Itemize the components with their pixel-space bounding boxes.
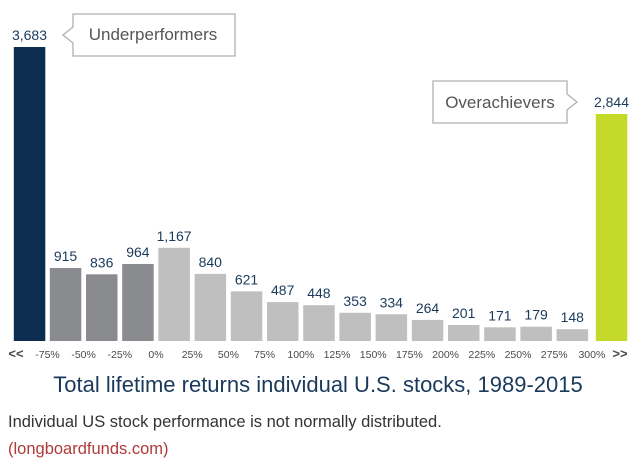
bar-value-label-2: 836 [90,254,114,270]
x-tick-labels-group: << -75% -50% -25% 0% 25% 50% 75% 100% 125% 150% 175… [8,346,628,361]
bar-0 [13,47,46,341]
x-tick-label-14: 250% [505,349,532,361]
bar-9 [339,312,371,341]
bar-11 [411,319,444,341]
bar-value-label-14: 179 [524,307,548,323]
bar-8 [303,305,335,341]
bar-1 [49,268,82,341]
bar-value-label-13: 171 [488,307,512,323]
bar-5 [194,273,227,341]
x-tick-label-1: -75% [35,349,60,361]
caption-text: Individual US stock performance is not n… [8,413,442,431]
x-tick-label-3: -25% [108,349,133,361]
bar-10 [375,314,408,341]
x-tick-label-0: << [8,346,24,361]
bar-value-label-12: 201 [452,305,476,321]
bar-value-label-8: 448 [307,285,331,301]
bar-7 [267,302,299,341]
bar-value-label-7: 487 [271,282,295,298]
bar-value-label-5: 840 [199,254,223,270]
bar-value-label-16: 2,844 [594,94,629,110]
bar-value-label-3: 964 [126,244,150,260]
bar-value-label-15: 148 [561,309,585,325]
x-tick-label-17: >> [612,346,628,361]
bar-value-label-9: 353 [343,293,367,309]
x-tick-label-10: 150% [360,349,387,361]
bar-value-label-0: 3,683 [12,27,47,43]
overachievers-callout: Overachievers [432,80,579,124]
x-tick-label-13: 225% [468,349,495,361]
underperformers-callout-box [61,13,236,57]
x-tick-label-16: 300% [578,349,605,361]
x-tick-label-7: 75% [254,349,275,361]
bar-3 [122,264,154,341]
bar-12 [448,325,480,341]
bar-chart: 3,683 915 836 964 1,167 840 621 487 448 353 334 264… [8,13,629,361]
bar-value-label-10: 334 [380,294,404,310]
x-tick-label-2: -50% [71,349,96,361]
value-labels-group: 3,683 915 836 964 1,167 840 621 487 448 353 334 264… [12,27,629,325]
bar-4 [158,247,190,341]
x-tick-label-6: 50% [218,349,239,361]
x-tick-label-4: 0% [148,349,163,361]
bar-2 [86,274,118,341]
overachievers-label: Overachievers [445,93,555,112]
bar-16 [595,114,628,341]
x-tick-label-12: 200% [432,349,459,361]
underperformers-label: Underperformers [89,25,218,44]
x-tick-label-15: 275% [541,349,568,361]
x-tick-label-8: 100% [287,349,314,361]
x-tick-label-5: 25% [182,349,203,361]
bar-6 [230,291,263,341]
bar-value-label-1: 915 [54,248,78,264]
bar-value-label-11: 264 [416,300,440,316]
bar-value-label-6: 621 [235,271,259,287]
underperformers-callout: Underperformers [61,13,236,57]
x-tick-label-11: 175% [396,349,423,361]
bar-value-label-4: 1,167 [157,228,192,244]
bar-15 [556,329,589,341]
x-tick-label-9: 125% [324,349,351,361]
source-link[interactable]: (longboardfunds.com) [8,440,169,458]
bar-13 [484,327,516,341]
chart-title: Total lifetime returns individual U.S. s… [53,372,583,397]
bars-group [13,47,628,341]
bar-14 [520,326,552,341]
overachievers-callout-box [432,80,579,124]
